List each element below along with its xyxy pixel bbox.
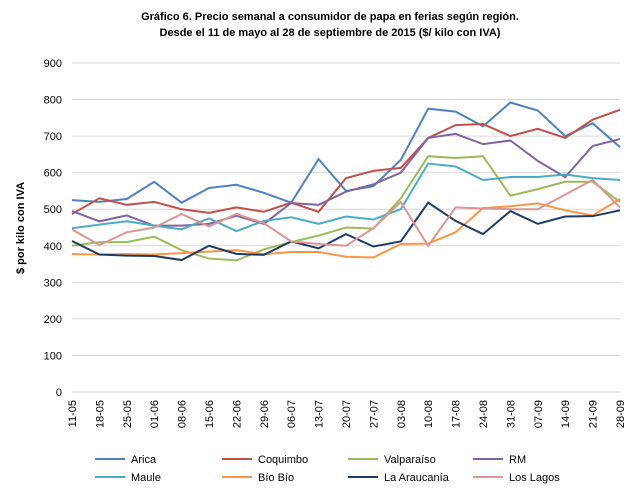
x-tick-label: 29-06: [259, 400, 271, 428]
chart-title: Gráfico 6. Precio semanal a consumidor d…: [141, 11, 519, 23]
x-tick-label: 03-08: [396, 400, 408, 428]
line-series: [71, 162, 621, 233]
y-tick-label: 900: [44, 58, 62, 70]
y-tick-label: 700: [44, 131, 62, 143]
line-series: [71, 101, 621, 204]
y-tick-label: 800: [44, 95, 62, 107]
legend-label: Coquimbo: [258, 454, 308, 466]
legend-label: RM: [509, 454, 526, 466]
x-tick-label: 22-06: [231, 400, 243, 428]
legend-label: Bío Bío: [258, 472, 294, 484]
x-tick-label: 28-09: [615, 400, 627, 428]
x-tick-label: 24-08: [478, 400, 490, 428]
line-series: [71, 198, 621, 259]
y-tick-label: 300: [44, 277, 62, 289]
legend-label: Maule: [131, 472, 161, 484]
line-series: [71, 178, 621, 248]
x-tick-label: 11-05: [67, 400, 79, 427]
x-tick-label: 17-08: [451, 400, 463, 428]
x-tick-label: 06-07: [286, 400, 298, 428]
y-tick-label: 500: [44, 204, 62, 216]
line-series: [71, 132, 621, 227]
x-tick-label: 31-08: [505, 400, 517, 428]
y-axis-label: $ por kilo con IVA: [15, 182, 27, 274]
legend-label: La Araucanía: [384, 472, 450, 484]
chart-subtitle: Desde el 11 de mayo al 28 de septiembre …: [160, 27, 501, 39]
legend-label: Los Lagos: [509, 472, 560, 484]
x-tick-label: 15-06: [204, 400, 216, 428]
line-series: [71, 108, 621, 215]
y-tick-label: 200: [44, 314, 62, 326]
x-tick-label: 13-07: [314, 400, 326, 428]
x-tick-label: 01-06: [149, 400, 161, 428]
x-tick-label: 07-09: [533, 400, 545, 428]
y-tick-label: 600: [44, 168, 62, 180]
x-tick-label: 18-05: [94, 400, 106, 428]
x-tick-label: 20-07: [341, 400, 353, 428]
y-tick-label: 0: [56, 387, 62, 399]
x-tick-label: 10-08: [423, 400, 435, 428]
x-tick-label: 08-06: [177, 400, 189, 428]
x-tick-label: 14-09: [560, 400, 572, 428]
line-series: [71, 155, 621, 262]
legend-label: Valparaíso: [384, 454, 436, 466]
x-tick-label: 25-05: [122, 400, 134, 428]
x-tick-label: 27-07: [368, 400, 380, 428]
line-series: [71, 201, 621, 262]
y-tick-label: 400: [44, 241, 62, 253]
legend-label: Arica: [131, 454, 157, 466]
x-tick-label: 21-09: [588, 400, 600, 428]
y-tick-label: 100: [44, 350, 62, 362]
